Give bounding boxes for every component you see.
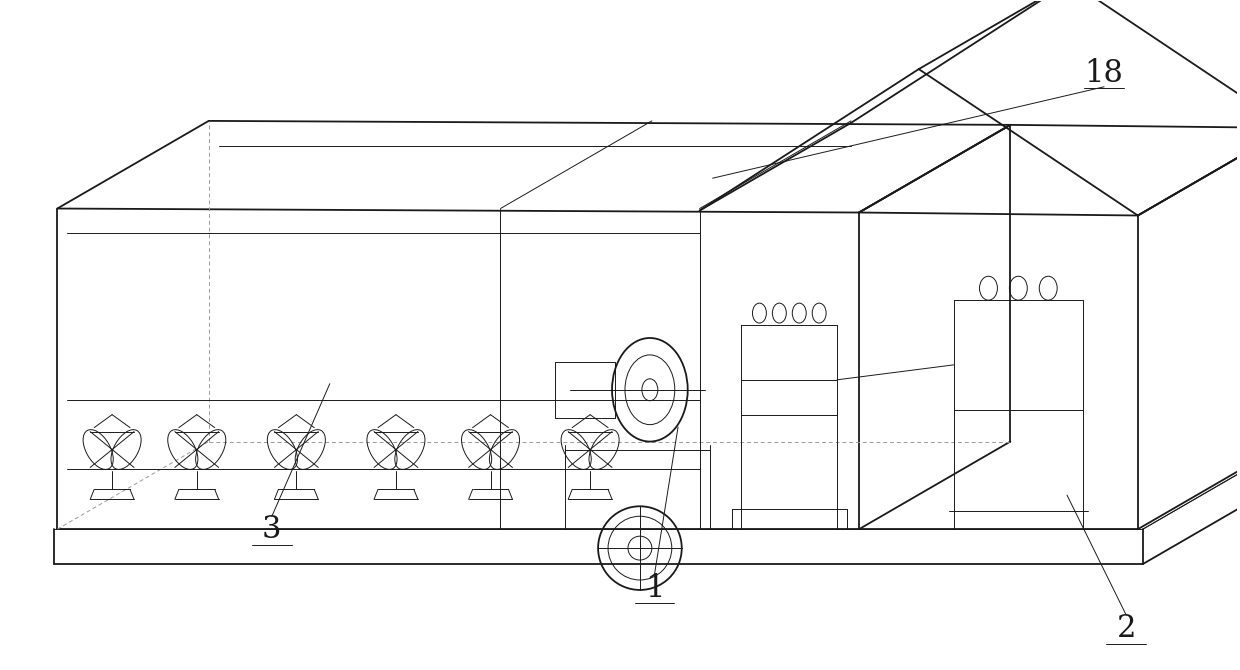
Text: 2: 2 <box>1116 613 1136 644</box>
Text: 18: 18 <box>1085 58 1123 89</box>
Text: 3: 3 <box>262 515 281 545</box>
Text: 1: 1 <box>645 573 665 604</box>
